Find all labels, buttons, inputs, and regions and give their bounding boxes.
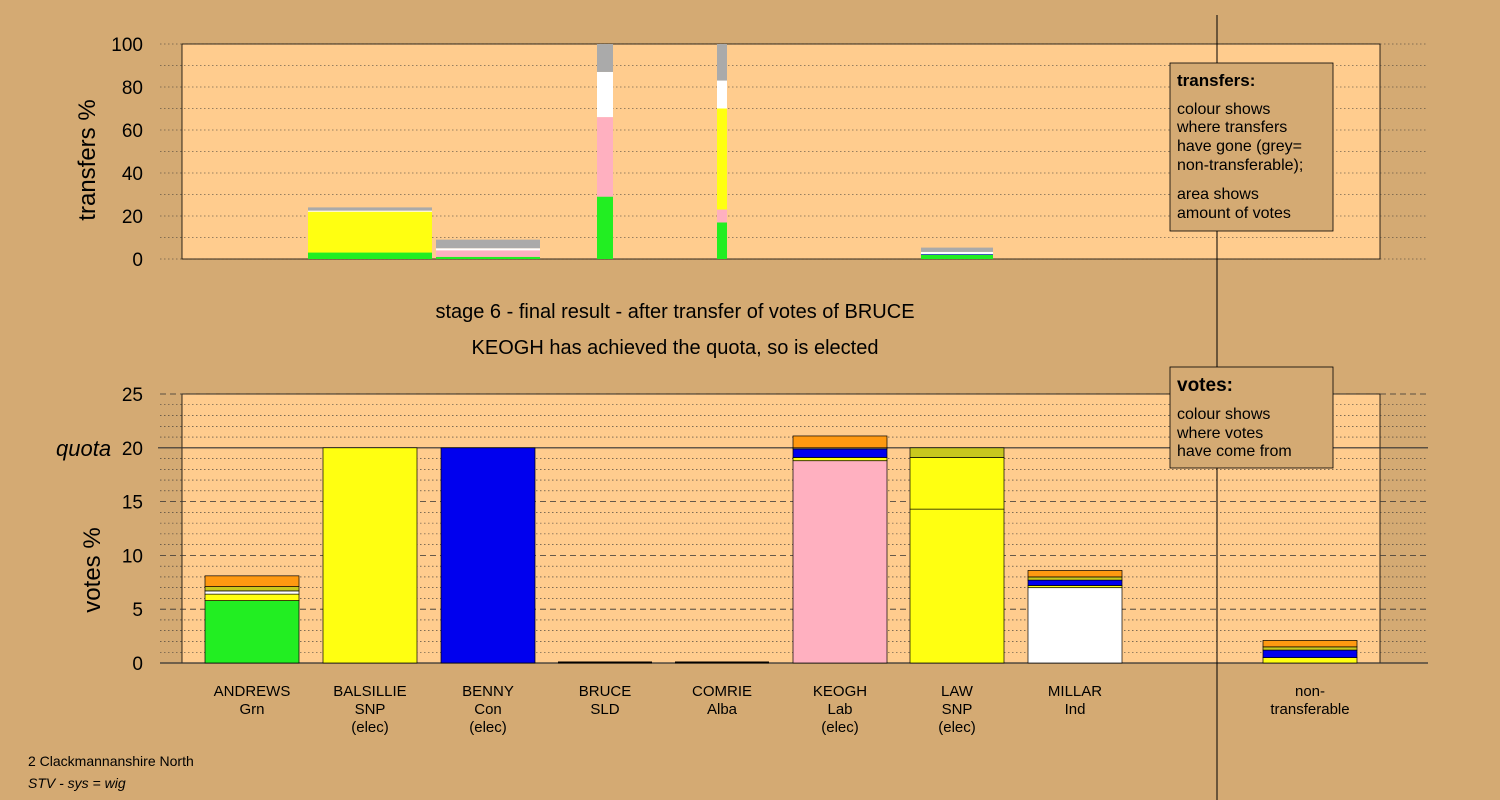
transfer-bar-segment-bruce — [597, 71, 613, 118]
candidate-label: Alba — [707, 701, 738, 718]
votes-axis-label: votes % — [79, 527, 106, 612]
vote-bar-segment-andrews — [204, 600, 300, 664]
transfers-legend-line: where transfers — [1176, 119, 1287, 136]
candidate-label: BENNY — [462, 683, 514, 700]
transfers-tick-label: 20 — [122, 207, 143, 228]
candidate-label: Lab — [827, 701, 852, 718]
vote-bar-segment-millar — [1027, 587, 1123, 664]
vote-bar-segment-law — [909, 457, 1005, 510]
transfers-axis-label: transfers % — [74, 99, 101, 220]
votes-tick-label: 15 — [122, 493, 143, 514]
candidate-label: SLD — [590, 701, 619, 718]
transfer-bar-segment-law — [921, 251, 993, 255]
transfer-bar-segment-benny — [436, 256, 540, 259]
transfers-legend-line: area shows — [1177, 186, 1259, 203]
transfers-tick-label: 60 — [122, 121, 143, 142]
votes-tick-label: 20 — [122, 439, 143, 460]
transfer-bar-segment-balsillie — [308, 252, 432, 259]
candidate-label: non- — [1295, 683, 1325, 700]
candidate-label: COMRIE — [692, 683, 752, 700]
vote-bar-segment-andrews — [204, 575, 300, 587]
vote-bar-segment-law — [909, 447, 1005, 458]
transfer-bar-segment-balsillie — [308, 207, 432, 211]
vote-bar-segment-keogh — [792, 460, 888, 664]
candidate-label: SNP — [355, 701, 386, 718]
transfers-legend-line: amount of votes — [1177, 205, 1291, 222]
candidate-label: LAW — [941, 683, 974, 700]
candidate-label: MILLAR — [1048, 683, 1102, 700]
vote-bar-segment-keogh — [792, 448, 888, 458]
vote-bar-segment-non-transferable — [1262, 657, 1358, 664]
votes-tick-label: 5 — [132, 600, 143, 621]
transfers-legend: transfers: colour shows where transfers … — [1169, 62, 1334, 232]
votes-legend-line: colour shows — [1177, 406, 1270, 423]
transfers-tick-label: 40 — [122, 164, 143, 185]
vote-bar-segment-balsillie — [322, 447, 418, 664]
votes-legend-line: where votes — [1176, 425, 1263, 442]
system-label: STV - sys = wig — [28, 775, 126, 791]
candidate-label: SNP — [942, 701, 973, 718]
transfers-legend-line: colour shows — [1177, 101, 1270, 118]
vote-bar-segment-law — [909, 508, 1005, 664]
vote-bar-segment-non-transferable — [1262, 649, 1358, 658]
votes-tick-label: 10 — [122, 546, 143, 567]
candidate-label: (elec) — [351, 719, 389, 736]
votes-legend-title: votes: — [1177, 375, 1233, 396]
transfer-bar-segment-law — [921, 254, 993, 255]
transfer-bar-segment-bruce — [597, 44, 613, 72]
transfers-tick-label: 100 — [111, 35, 143, 56]
quota-label: quota — [56, 436, 111, 461]
candidate-label: transferable — [1270, 701, 1349, 718]
vote-bar-segment-benny — [440, 447, 536, 664]
transfer-bar-segment-comrie — [717, 108, 727, 210]
transfers-legend-line: have gone (grey= — [1177, 138, 1302, 155]
votes-legend: votes: colour shows where votes have com… — [1169, 366, 1334, 469]
transfer-bar-segment-comrie — [717, 44, 727, 81]
candidate-label: Con — [474, 701, 502, 718]
vote-bar-segment-non-transferable — [1262, 646, 1358, 651]
transfer-bar-segment-bruce — [597, 117, 613, 197]
transfer-bar-segment-balsillie — [308, 211, 432, 253]
vote-bar-segment-keogh — [792, 435, 888, 449]
transfer-bar-segment-bruce — [597, 196, 613, 259]
candidate-label: (elec) — [938, 719, 976, 736]
candidate-label: Grn — [239, 701, 264, 718]
vote-bar-segment-non-transferable — [1262, 640, 1358, 648]
vote-bar-segment-millar — [1027, 576, 1123, 581]
transfer-bar-segment-law — [921, 247, 993, 252]
votes-legend-line: have come from — [1177, 443, 1292, 460]
vote-bar-segment-millar — [1027, 579, 1123, 586]
candidate-label: BALSILLIE — [333, 683, 406, 700]
vote-bar-segment-andrews — [204, 590, 300, 595]
transfer-bar-segment-benny — [436, 248, 540, 251]
votes-tick-label: 25 — [122, 385, 143, 406]
vote-bar-segment-andrews — [204, 593, 300, 601]
candidate-label: BRUCE — [579, 683, 632, 700]
stage-title: stage 6 - final result - after transfer … — [435, 301, 914, 323]
votes-tick-label: 0 — [132, 654, 143, 675]
transfer-bar-segment-comrie — [717, 80, 727, 109]
stage-subtitle: KEOGH has achieved the quota, so is elec… — [472, 337, 879, 359]
transfers-legend-line: non-transferable); — [1177, 157, 1303, 174]
candidate-label: ANDREWS — [214, 683, 291, 700]
constituency-label: 2 Clackmannanshire North — [28, 753, 194, 769]
transfer-bar-segment-benny — [436, 239, 540, 249]
transfers-tick-label: 80 — [122, 78, 143, 99]
transfer-bar-segment-balsillie — [308, 210, 432, 212]
vote-bar-segment-andrews — [204, 586, 300, 592]
candidate-label: (elec) — [821, 719, 859, 736]
vote-bar-segment-keogh — [792, 457, 888, 462]
candidate-label: (elec) — [469, 719, 507, 736]
candidate-label: Ind — [1065, 701, 1086, 718]
transfer-bar-segment-comrie — [717, 222, 727, 259]
transfers-legend-title: transfers: — [1177, 71, 1255, 90]
vote-bar-segment-millar — [1027, 570, 1123, 578]
candidate-label: KEOGH — [813, 683, 867, 700]
transfer-bar-segment-benny — [436, 250, 540, 257]
transfer-bar-segment-comrie — [717, 209, 727, 223]
transfer-bar-segment-law — [921, 254, 993, 259]
transfers-tick-label: 0 — [132, 250, 143, 271]
